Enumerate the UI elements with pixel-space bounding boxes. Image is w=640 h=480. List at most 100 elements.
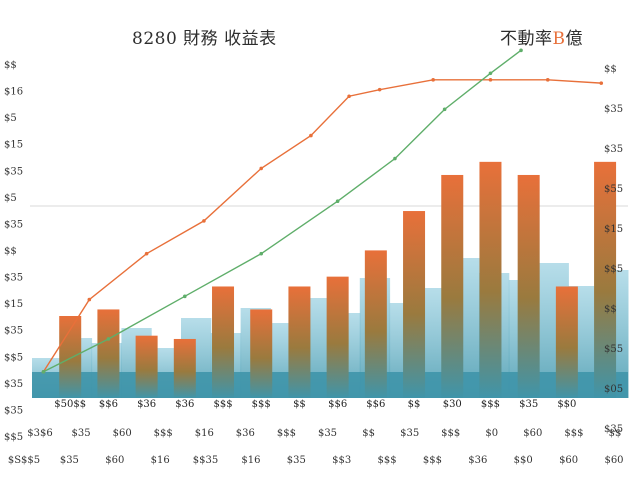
chart-title: 8280 財務 收益表 <box>132 29 277 49</box>
y2-tick-label: $$5 <box>604 264 623 275</box>
line-point <box>347 94 351 99</box>
x-tick-label-secondary: $S$$5 <box>8 455 40 466</box>
bar-value-label: $$ <box>408 399 421 410</box>
x-tick-label: $35 <box>400 428 419 439</box>
y-tick-label: $$ <box>4 60 17 71</box>
x-tick-label-secondary: $35 <box>60 455 79 466</box>
y-tick-label: $35 <box>4 379 23 390</box>
line-point <box>87 297 92 302</box>
y-tick-label: $15 <box>4 299 23 310</box>
y-tick-label: $35 <box>4 219 23 230</box>
line-point <box>41 369 46 374</box>
subtitle-end: 億 <box>565 29 583 49</box>
x-tick-label: $36 <box>236 428 255 439</box>
bar-value-label: $$6 <box>328 399 347 410</box>
bar-value-label: $$6 <box>99 399 118 410</box>
bar <box>59 316 82 398</box>
x-tick-label-secondary: $36 <box>468 455 487 466</box>
line-point <box>335 199 340 203</box>
x-tick-label: $0 <box>485 428 498 439</box>
bar <box>517 174 540 398</box>
bar <box>288 286 311 398</box>
bar <box>555 286 578 398</box>
x-tick-label: $60 <box>523 428 542 439</box>
x-tick-label-secondary: $35 <box>287 455 306 466</box>
x-tick-label-secondary: $$35 <box>193 455 218 466</box>
bar <box>97 309 120 398</box>
subtitle-text: 不動率 <box>500 29 553 49</box>
y-tick-label: $15 <box>4 140 23 151</box>
line-point <box>519 48 523 53</box>
line-point <box>599 81 604 85</box>
bar-value-label: $$6 <box>366 399 385 410</box>
line-point <box>259 166 264 171</box>
line-point <box>309 133 313 138</box>
line-point <box>393 156 397 161</box>
y2-tick-label: $35 <box>604 144 623 155</box>
y-tick-label: $5 <box>4 113 17 124</box>
x-tick-label: $$$ <box>277 428 296 439</box>
x-tick-label-secondary: $$0 <box>514 455 533 466</box>
x-tick-label: $16 <box>195 428 214 439</box>
y-tick-label: $16 <box>4 87 23 98</box>
bar-value-label: $$ <box>293 399 306 410</box>
y2-tick-label: $35 <box>604 424 623 435</box>
chart-subtitle: 不動率B億 <box>500 24 583 49</box>
bar-value-label: $35 <box>519 399 538 410</box>
y2-tick-label: $05 <box>604 384 623 395</box>
line-point <box>106 337 111 341</box>
y-tick-label: $35 <box>4 166 23 177</box>
bar <box>594 161 617 398</box>
y-tick-label: $$ <box>4 246 17 257</box>
bar <box>364 250 387 398</box>
bar <box>173 338 196 398</box>
x-tick-label: $35 <box>318 428 337 439</box>
bar <box>403 211 426 398</box>
line-point <box>202 219 206 223</box>
line-point <box>377 87 382 92</box>
bar <box>250 309 273 398</box>
bar-value-label: $36 <box>175 399 194 410</box>
bar-value-label: $50$$ <box>54 399 86 410</box>
bar-value-label: $$$ <box>481 399 500 410</box>
x-tick-label: $$$ <box>441 428 460 439</box>
y-tick-label: $$5 <box>4 352 23 363</box>
x-tick-label: $$$ <box>154 428 173 439</box>
y-tick-label: $35 <box>4 326 23 337</box>
x-tick-label-secondary: $$$ <box>378 455 397 466</box>
x-tick-label-secondary: $16 <box>151 455 170 466</box>
bar <box>212 286 235 398</box>
line-point <box>488 71 493 76</box>
x-tick-label: $60 <box>113 428 132 439</box>
x-tick-label-secondary: $$3 <box>332 455 351 466</box>
y-tick-label: $35 <box>4 405 23 416</box>
bar <box>326 276 349 398</box>
x-tick-label: $35 <box>72 428 91 439</box>
y-tick-label: $5 <box>4 193 17 204</box>
x-tick-label: $$ <box>609 428 622 439</box>
bar-value-label: $$0 <box>557 399 576 410</box>
y2-tick-label: $$ <box>604 304 617 315</box>
x-tick-label-secondary: $60 <box>604 455 623 466</box>
y-tick-label: $35 <box>4 273 23 284</box>
y2-tick-label: $35 <box>604 104 623 115</box>
x-tick-label-secondary: $$$ <box>423 455 442 466</box>
y2-tick-label: $55 <box>604 184 623 195</box>
line-point <box>488 78 493 82</box>
bar <box>441 174 464 398</box>
x-tick-label: $$$ <box>564 428 583 439</box>
bar-value-label: $$$ <box>213 399 232 410</box>
line-series-orange <box>42 79 602 373</box>
x-tick-label: $3$6 <box>27 428 52 439</box>
x-tick-label: $$ <box>362 428 375 439</box>
x-tick-label-secondary: $60 <box>559 455 578 466</box>
subtitle-accent: B <box>552 29 566 49</box>
line-point <box>545 78 550 82</box>
bar-value-label: $36 <box>137 399 156 410</box>
x-tick-label-secondary: $16 <box>241 455 260 466</box>
bar <box>479 161 502 398</box>
bar <box>135 335 158 398</box>
y-tick-label: $$5 <box>4 432 23 443</box>
bar-value-label: $$$ <box>252 399 271 410</box>
